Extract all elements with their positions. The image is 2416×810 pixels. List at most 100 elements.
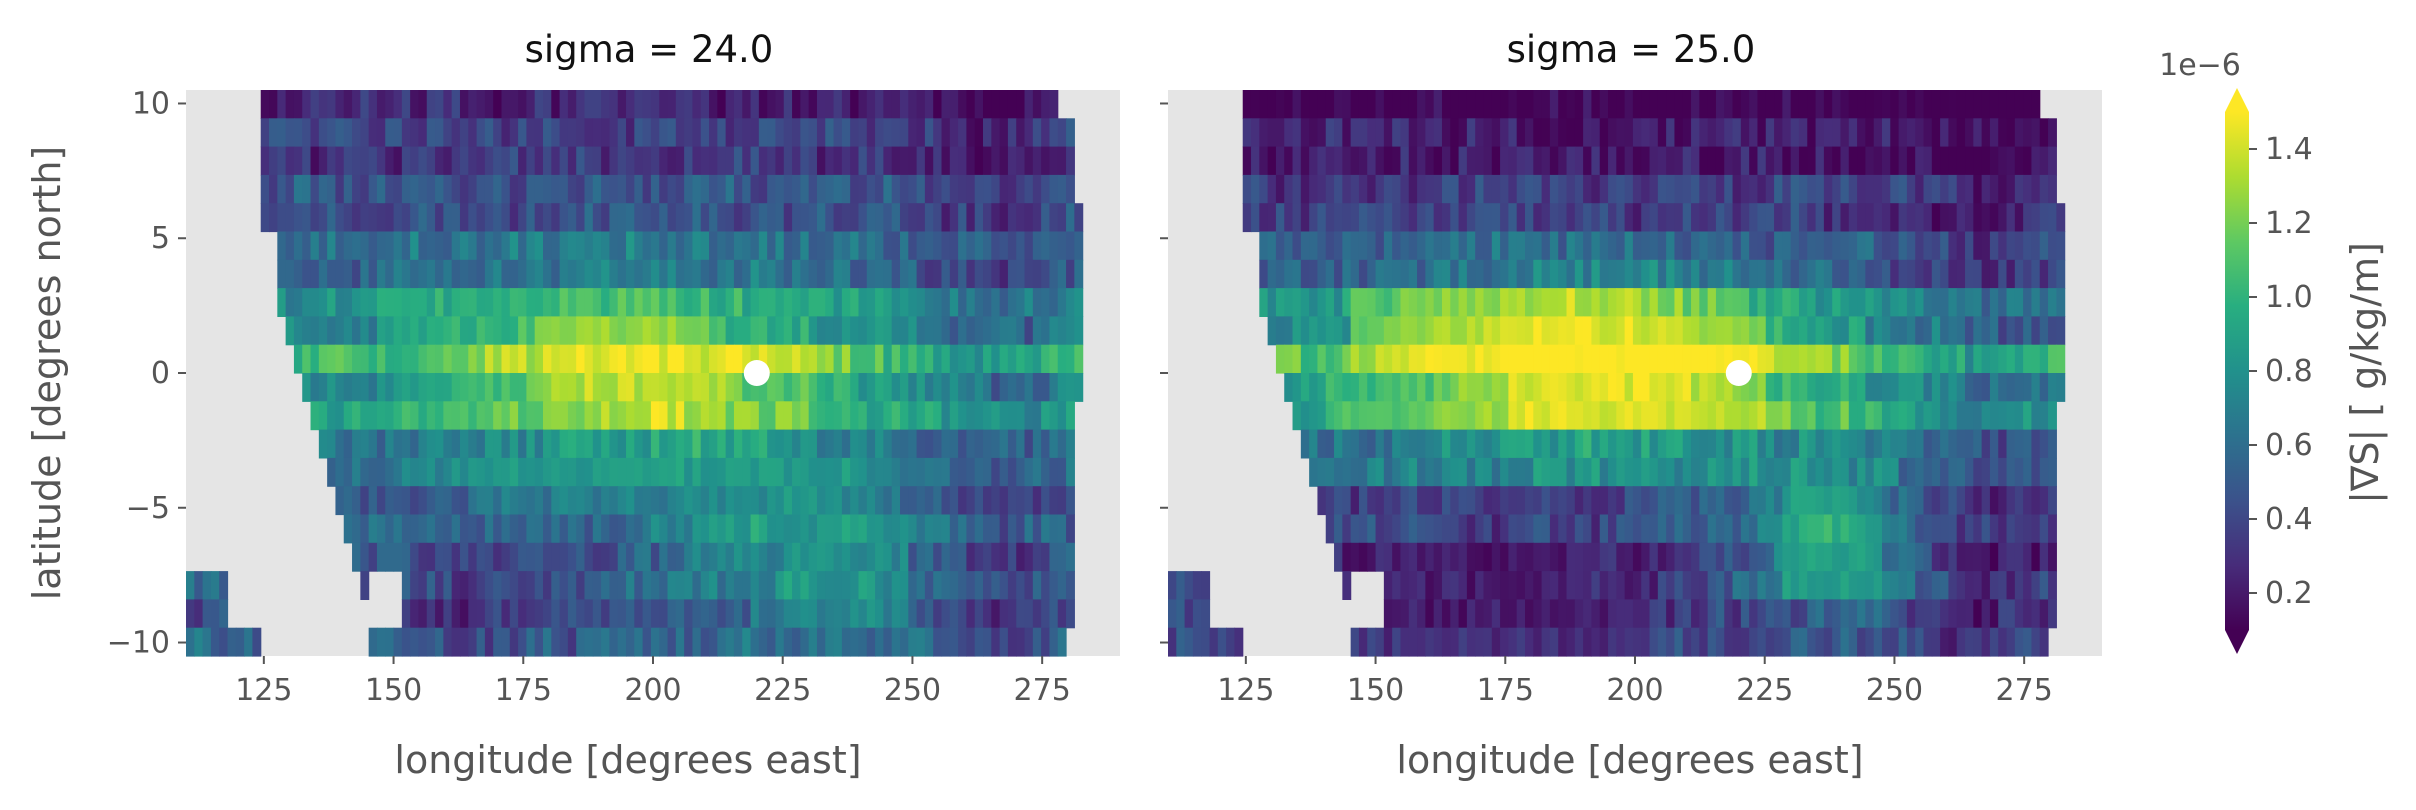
heatmap-cell — [1275, 288, 1285, 317]
heatmap-cell — [1234, 627, 1244, 657]
heatmap-cell — [1458, 373, 1468, 402]
heatmap-cell — [1350, 344, 1360, 374]
heatmap-cell — [526, 514, 536, 544]
heatmap-cell — [476, 231, 486, 261]
heatmap-cell — [642, 90, 652, 119]
heatmap-cell — [1049, 486, 1059, 516]
heatmap-cell — [758, 373, 768, 402]
heatmap-cell — [1500, 288, 1509, 317]
heatmap-cell — [2031, 627, 2041, 657]
heatmap-cell — [2023, 571, 2033, 600]
heatmap-cell — [717, 373, 727, 402]
heatmap-cell — [1500, 146, 1509, 176]
heatmap-cell — [343, 288, 353, 317]
heatmap-cell — [883, 542, 893, 572]
heatmap-cell — [1066, 457, 1075, 487]
heatmap-cell — [659, 486, 669, 516]
heatmap-cell — [949, 401, 959, 431]
heatmap-cell — [1284, 90, 1294, 119]
heatmap-cell — [841, 316, 851, 346]
heatmap-cell — [617, 174, 627, 204]
heatmap-cell — [1533, 599, 1543, 629]
heatmap-cell — [825, 627, 835, 657]
heatmap-cell — [675, 514, 685, 544]
heatmap-cell — [260, 146, 270, 176]
heatmap-cell — [559, 344, 569, 374]
heatmap-cell — [385, 401, 395, 431]
heatmap-cell — [750, 288, 760, 317]
heatmap-cell — [1931, 146, 1941, 176]
heatmap-cell — [1408, 90, 1418, 119]
heatmap-cell — [551, 259, 561, 289]
heatmap-cell — [501, 203, 511, 233]
heatmap-cell — [1848, 146, 1858, 176]
heatmap-cell — [1732, 146, 1742, 176]
heatmap-cell — [1591, 316, 1601, 346]
heatmap-cell — [352, 90, 361, 119]
heatmap-cell — [966, 231, 976, 261]
heatmap-cell — [302, 146, 312, 176]
heatmap-cell — [858, 429, 868, 459]
heatmap-cell — [1425, 373, 1435, 402]
heatmap-cell — [692, 174, 702, 204]
heatmap-cell — [1433, 344, 1443, 374]
heatmap-cell — [991, 203, 1001, 233]
heatmap-cell — [1574, 457, 1584, 487]
heatmap-cell — [376, 542, 386, 572]
heatmap-cell — [451, 373, 461, 402]
heatmap-cell — [1041, 259, 1051, 289]
heatmap-cell — [1591, 344, 1601, 374]
heatmap-cell — [1649, 259, 1659, 289]
heatmap-cell — [2031, 90, 2041, 119]
heatmap-cell — [667, 118, 677, 148]
heatmap-cell — [924, 457, 934, 487]
heatmap-cell — [459, 373, 469, 402]
heatmap-cell — [850, 203, 860, 233]
heatmap-cell — [1541, 599, 1551, 629]
x-tick-label: 225 — [754, 673, 811, 708]
heatmap-cell — [576, 542, 586, 572]
heatmap-cell — [1641, 373, 1651, 402]
heatmap-cell — [2023, 429, 2033, 459]
heatmap-cell — [1184, 627, 1194, 657]
heatmap-cell — [551, 373, 561, 402]
heatmap-cell — [924, 627, 934, 657]
heatmap-cell — [808, 571, 818, 600]
heatmap-cell — [1649, 429, 1659, 459]
heatmap-cell — [1865, 373, 1875, 402]
heatmap-cell — [733, 373, 743, 402]
heatmap-cell — [1641, 599, 1651, 629]
heatmap-cell — [2006, 344, 2016, 374]
heatmap-cell — [775, 231, 785, 261]
heatmap-cell — [335, 259, 345, 289]
heatmap-cell — [1906, 457, 1916, 487]
heatmap-cell — [725, 146, 735, 176]
heatmap-cell — [775, 174, 785, 204]
heatmap-cell — [725, 316, 735, 346]
heatmap-cell — [518, 288, 527, 317]
heatmap-cell — [991, 401, 1001, 431]
heatmap-cell — [534, 146, 544, 176]
heatmap-cell — [1325, 288, 1335, 317]
heatmap-cell — [2006, 373, 2016, 402]
heatmap-cell — [1890, 514, 1900, 544]
heatmap-cell — [1057, 316, 1067, 346]
heatmap-cell — [966, 90, 976, 119]
heatmap-cell — [1591, 146, 1601, 176]
heatmap-cell — [850, 259, 860, 289]
heatmap-cell — [543, 542, 552, 572]
heatmap-cell — [443, 457, 453, 487]
heatmap-cell — [1798, 316, 1808, 346]
heatmap-cell — [1057, 486, 1067, 516]
heatmap-cell — [1815, 259, 1825, 289]
heatmap-cell — [1375, 373, 1385, 402]
heatmap-cell — [1632, 118, 1642, 148]
heatmap-cell — [767, 457, 777, 487]
heatmap-cell — [1998, 401, 2008, 431]
heatmap-cell — [1807, 203, 1817, 233]
heatmap-cell — [1049, 146, 1059, 176]
heatmap-cell — [368, 203, 378, 233]
heatmap-cell — [1798, 599, 1808, 629]
heatmap-cell — [1981, 344, 1991, 374]
heatmap-cell — [1923, 231, 1933, 261]
